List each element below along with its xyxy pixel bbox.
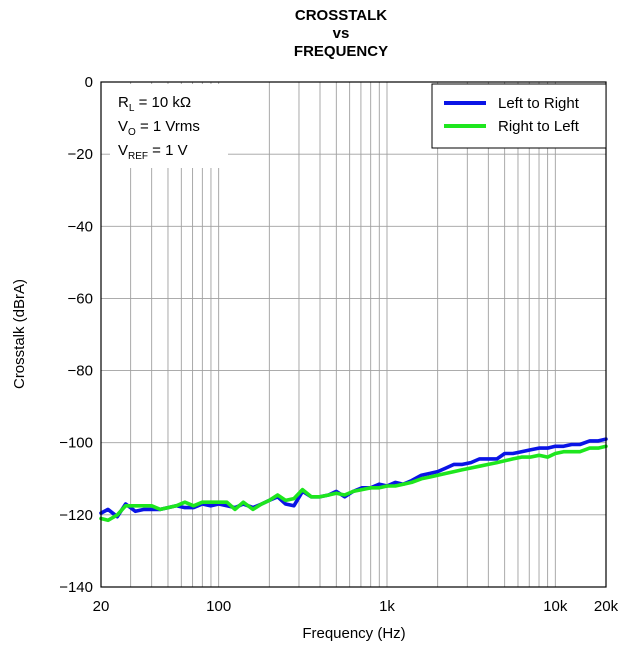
condition-rl: RL = 10 kΩ [118, 94, 191, 114]
y-tick-label: −120 [59, 507, 93, 524]
legend-label-right-to-left: Right to Left [498, 118, 580, 135]
y-tick-labels: 0 −20 −40 −60 −80 −100 −120 −140 [59, 74, 93, 596]
condition-vo: VO = 1 Vrms [118, 118, 200, 138]
y-axis-label: Crosstalk (dBrA) [11, 279, 28, 389]
plot-frame [100, 81, 607, 588]
y-tick-label: −100 [59, 435, 93, 452]
title-line-1: CROSSTALK [295, 7, 387, 24]
x-tick-labels: 20 100 1k 10k 20k [93, 598, 619, 615]
y-tick-label: 0 [85, 74, 93, 91]
chart-title: CROSSTALK vs FREQUENCY [294, 7, 388, 60]
x-tick-label: 20k [594, 598, 619, 615]
condition-vref: VREF = 1 V [118, 142, 188, 162]
x-tick-label: 100 [206, 598, 231, 615]
x-tick-label: 10k [543, 598, 568, 615]
series-layer [99, 437, 608, 523]
y-tick-label: −140 [59, 579, 93, 596]
y-tick-label: −80 [68, 363, 93, 380]
y-tick-label: −40 [68, 218, 93, 235]
title-line-2: vs [333, 25, 350, 42]
y-tick-label: −60 [68, 290, 93, 307]
legend: Left to Right Right to Left [431, 83, 607, 149]
conditions-background [110, 84, 228, 168]
horizontal-gridlines [101, 153, 606, 516]
legend-box [431, 83, 607, 149]
legend-label-left-to-right: Left to Right [498, 95, 580, 112]
x-axis-label: Frequency (Hz) [302, 625, 405, 642]
series-line-right-to-left [99, 444, 608, 523]
y-tick-label: −20 [68, 146, 93, 163]
x-tick-label: 20 [93, 598, 110, 615]
title-line-3: FREQUENCY [294, 43, 388, 60]
x-tick-label: 1k [379, 598, 395, 615]
conditions-annotation: RL = 10 kΩ VO = 1 Vrms VREF = 1 V [110, 84, 228, 168]
